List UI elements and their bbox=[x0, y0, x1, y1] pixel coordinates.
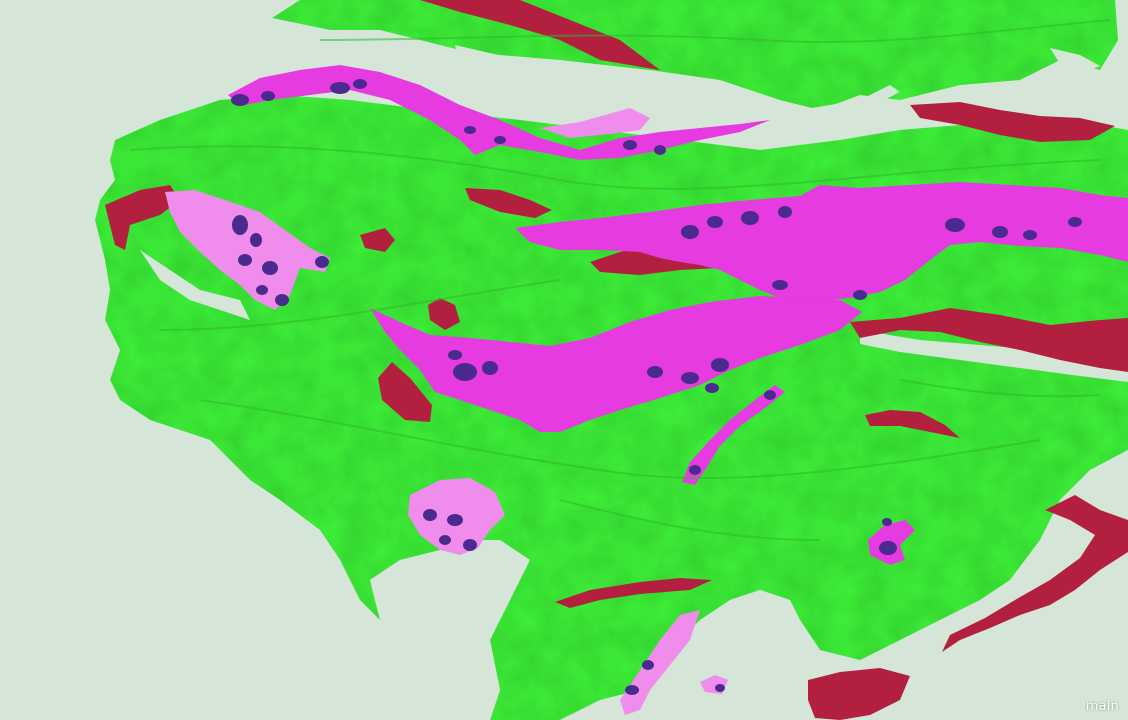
red-region-lower-left bbox=[378, 362, 432, 422]
tissue-lower-right-lobe bbox=[820, 540, 1010, 650]
layer-label: main bbox=[1085, 699, 1119, 714]
red-region-lower-mid bbox=[865, 410, 960, 438]
red-region-bottom-right-strand bbox=[942, 495, 1128, 652]
stroma-regions bbox=[165, 65, 1128, 715]
tissue-upper-band bbox=[272, 0, 1118, 110]
nuclei bbox=[231, 79, 1082, 695]
stroma-thin-strand bbox=[682, 385, 785, 485]
red-region-bottom-corner bbox=[808, 668, 910, 720]
red-region-small-a bbox=[360, 228, 395, 252]
red-region-left bbox=[105, 185, 180, 250]
red-region-top bbox=[420, 0, 660, 70]
red-region-mid bbox=[465, 188, 552, 218]
red-region-small-b bbox=[428, 298, 460, 330]
tissue-fibers bbox=[129, 19, 1111, 541]
stroma-bottom-strand bbox=[620, 610, 700, 715]
stroma-left-cluster bbox=[165, 190, 330, 310]
red-region-upper-right bbox=[910, 102, 1115, 142]
stroma-center-body bbox=[370, 296, 862, 432]
red-region-bottom bbox=[555, 578, 712, 608]
stroma-right-band bbox=[515, 182, 1128, 302]
red-region-right-band bbox=[850, 308, 1128, 372]
stroma-upper-strand bbox=[228, 65, 770, 160]
stroma-upper-fragment bbox=[540, 108, 650, 138]
